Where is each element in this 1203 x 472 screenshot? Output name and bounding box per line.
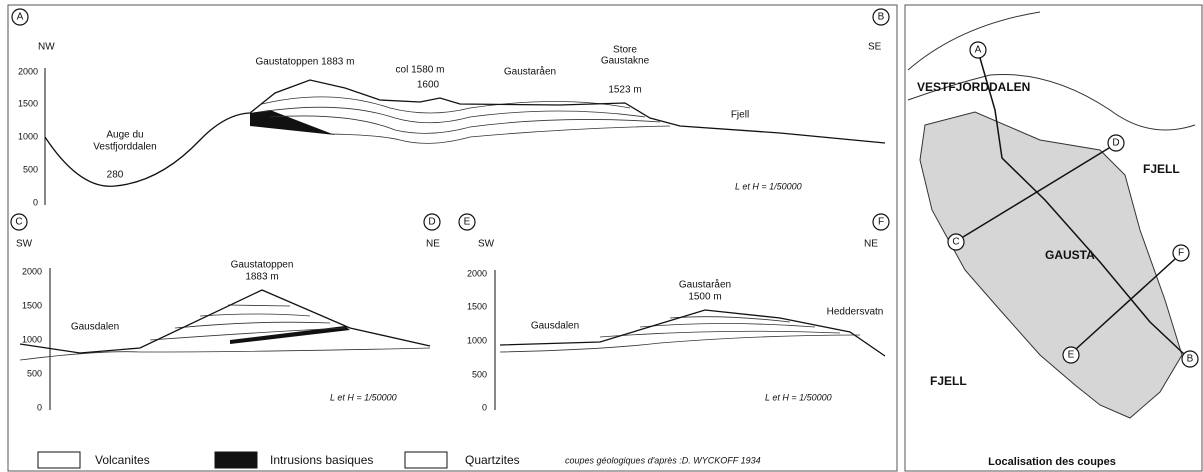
label: Gaustaråen xyxy=(679,279,731,291)
direction: SW xyxy=(16,239,33,250)
label: Gausdalen xyxy=(531,321,579,332)
point-label: D xyxy=(428,217,435,228)
label: Gausdalen xyxy=(71,322,119,333)
map-point: C xyxy=(952,237,959,248)
tick-label: 1500 xyxy=(22,300,42,310)
tick-label: 1000 xyxy=(18,131,38,141)
point-label: A xyxy=(17,12,24,23)
layer xyxy=(200,314,310,316)
scale: L et H = 1/50000 xyxy=(330,392,397,402)
legend: Volcanites Intrusions basiques Quartzite… xyxy=(38,452,761,468)
tick-label: 1500 xyxy=(467,301,487,311)
map-place: FJELL xyxy=(1143,162,1180,176)
legend-label: Volcanites xyxy=(95,453,150,467)
direction: NE xyxy=(426,239,440,250)
tick-label: 2000 xyxy=(18,66,38,76)
layer xyxy=(260,107,645,123)
label: Gaustatoppen xyxy=(231,260,294,271)
tick-label: 0 xyxy=(33,197,38,207)
tick-label: 2000 xyxy=(467,268,487,278)
tick-label: 1500 xyxy=(18,98,38,108)
map-point: F xyxy=(1178,248,1184,259)
label: col 1580 m xyxy=(396,65,445,76)
layer xyxy=(175,322,330,328)
label: Gaustatoppen 1883 m xyxy=(256,57,355,68)
layer xyxy=(20,348,430,360)
map-point: D xyxy=(1112,138,1119,149)
direction: SW xyxy=(478,239,495,250)
legend-label: Intrusions basiques xyxy=(270,453,373,467)
legend-label: Quartzites xyxy=(465,453,520,467)
layer xyxy=(330,126,670,143)
tick-label: 0 xyxy=(482,402,487,412)
label: 1523 m xyxy=(608,85,641,96)
page: A B NW SE 2000 1500 1000 500 0 Gaustatop… xyxy=(0,0,1203,472)
map-place: GAUSTA xyxy=(1045,248,1095,262)
profile xyxy=(45,80,885,186)
label: Gaustakne xyxy=(601,56,650,67)
layer xyxy=(228,305,290,306)
section-cd: C D SW NE 2000 1500 1000 500 0 Gaustatop… xyxy=(11,214,440,412)
tick-label: 500 xyxy=(23,164,38,174)
map-point: E xyxy=(1068,350,1075,361)
scale: L et H = 1/50000 xyxy=(735,181,802,191)
direction: NE xyxy=(864,239,878,250)
label: Vestfjorddalen xyxy=(93,142,156,153)
point-label: E xyxy=(464,217,471,228)
intrusion xyxy=(250,110,335,135)
credit: coupes géologiques d'après :D. WYCKOFF 1… xyxy=(565,455,761,465)
label: Store xyxy=(613,45,637,56)
label: 280 xyxy=(107,170,124,181)
map-place: VESTFJORDDALEN xyxy=(917,80,1030,94)
label: 1883 m xyxy=(245,272,278,283)
label: Fjell xyxy=(731,110,749,121)
tick-label: 500 xyxy=(27,368,42,378)
map-point: A xyxy=(975,45,982,56)
map-point: B xyxy=(1187,354,1194,365)
map-place: FJELL xyxy=(930,374,967,388)
label: 1500 m xyxy=(688,292,721,303)
panel-border xyxy=(8,5,897,471)
layer xyxy=(640,324,815,328)
label: Auge du xyxy=(106,130,143,141)
label: 1600 xyxy=(417,80,440,91)
tick-label: 0 xyxy=(37,402,42,412)
scale: L et H = 1/50000 xyxy=(765,392,832,402)
legend-swatch xyxy=(38,452,80,468)
tick-label: 1000 xyxy=(467,335,487,345)
tick-label: 500 xyxy=(472,369,487,379)
point-label: B xyxy=(878,12,885,23)
tick-label: 1000 xyxy=(22,334,42,344)
section-ab: A B NW SE 2000 1500 1000 500 0 Gaustatop… xyxy=(12,9,889,207)
legend-swatch xyxy=(405,452,447,468)
point-label: F xyxy=(878,217,884,228)
map: A B C D E F VESTFJORDDALEN FJELL GAUSTA … xyxy=(905,5,1202,471)
tick-label: 2000 xyxy=(22,266,42,276)
legend-swatch xyxy=(215,452,257,468)
map-caption: Localisation des coupes xyxy=(988,456,1116,468)
point-label: C xyxy=(15,217,22,228)
layer xyxy=(600,331,840,337)
label: Gaustaråen xyxy=(504,66,556,78)
direction: NW xyxy=(38,42,55,53)
direction: SE xyxy=(868,42,882,53)
section-ef: E F SW NE 2000 1500 1000 500 0 Gaustaråe… xyxy=(459,214,889,412)
label: Heddersvatn xyxy=(827,307,884,318)
